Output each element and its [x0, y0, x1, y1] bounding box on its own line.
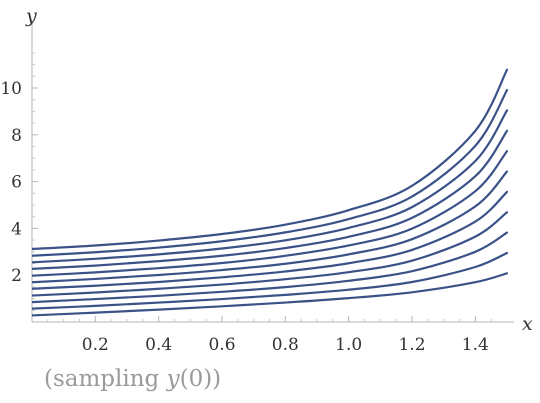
- x-tick-label: 0.6: [208, 335, 235, 355]
- y-axis-label: y: [25, 5, 37, 27]
- y-tick-label: 10: [0, 79, 22, 99]
- y-tick-label: 2: [11, 266, 22, 286]
- solution-curve-8: [32, 129, 508, 270]
- solution-curve-6: [32, 170, 508, 284]
- x-tick-label: 1.0: [335, 335, 362, 355]
- solution-curve-2: [32, 251, 508, 310]
- solution-curve-3: [32, 231, 508, 304]
- tick-labels: 0.2 0.4 0.6 0.8 1.0 1.2 1.4 2 4 6 8 10 x y: [0, 5, 533, 355]
- solution-curve-7: [32, 150, 508, 277]
- caption-variable: y: [166, 366, 180, 392]
- solution-curve-5: [32, 190, 508, 290]
- x-tick-label: 1.2: [398, 335, 425, 355]
- solution-curve-4: [32, 211, 508, 297]
- solution-curve-11: [32, 68, 508, 251]
- curve-family: [32, 68, 508, 317]
- caption-suffix: (0)): [179, 366, 222, 392]
- solution-curve-10: [32, 89, 508, 257]
- y-tick-label: 4: [11, 219, 22, 239]
- y-tick-label: 6: [11, 173, 22, 193]
- caption: (sampling y(0)): [44, 366, 221, 392]
- caption-prefix: (sampling: [44, 366, 167, 392]
- axes: [31, 22, 514, 323]
- x-tick-label: 1.4: [462, 335, 489, 355]
- solution-curve-9: [32, 109, 508, 264]
- x-axis-label: x: [522, 313, 533, 335]
- y-tick-label: 8: [11, 126, 22, 146]
- x-tick-label: 0.4: [145, 335, 172, 355]
- solution-curve-1: [32, 272, 508, 317]
- x-tick-label: 0.8: [272, 335, 299, 355]
- x-tick-label: 0.2: [82, 335, 109, 355]
